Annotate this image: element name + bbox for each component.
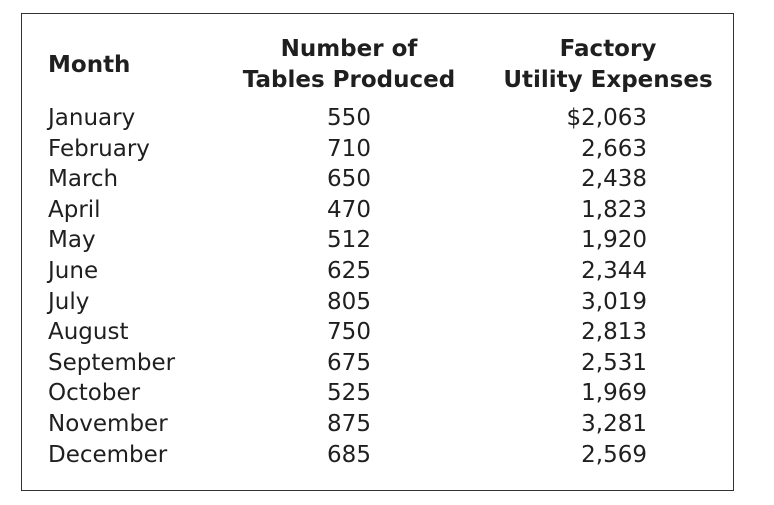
cell-utility-expenses: 2,344 (581, 257, 647, 284)
cell-tables-produced: 525 (327, 380, 371, 407)
column-header-utility-expenses: Factory Utility Expenses (500, 34, 716, 96)
cell-utility-expenses: 2,438 (581, 166, 647, 193)
header-utility-line-1: Factory (559, 36, 657, 62)
table-row: April 470 1,823 (22, 195, 733, 226)
cell-month: July (48, 288, 90, 315)
cell-utility-expenses: 3,281 (581, 410, 647, 437)
table-header: Month Number of Tables Produced Factory … (22, 34, 733, 114)
table-row: May 512 1,920 (22, 225, 733, 256)
table-row: August 750 2,813 (22, 317, 733, 348)
cell-month: April (48, 196, 101, 223)
table-row: September 675 2,531 (22, 348, 733, 379)
table-row: July 805 3,019 (22, 287, 733, 318)
cell-utility-expenses: 3,019 (581, 288, 647, 315)
cell-month: August (48, 319, 129, 346)
table-row: June 625 2,344 (22, 256, 733, 287)
cell-month: December (48, 441, 168, 468)
cell-month: May (48, 227, 96, 254)
cell-tables-produced: 625 (327, 257, 371, 284)
cell-tables-produced: 550 (327, 105, 371, 131)
cell-month: March (48, 166, 119, 193)
cell-utility-expenses: 2,531 (581, 349, 647, 376)
header-tables-line-1: Number of (280, 36, 418, 62)
cell-tables-produced: 650 (327, 166, 371, 193)
cell-utility-expenses: 1,920 (581, 227, 647, 254)
cell-month: September (48, 349, 176, 376)
cell-utility-expenses: 2,813 (581, 319, 647, 346)
table-row: December 685 2,569 (22, 440, 733, 471)
cell-month: February (48, 135, 150, 162)
header-utility-line-2: Utility Expenses (503, 67, 713, 93)
column-header-month: Month (48, 50, 130, 81)
header-month-line: Month (48, 52, 131, 78)
cell-month: June (48, 257, 99, 284)
cell-utility-expenses: $2,063 (566, 105, 647, 131)
cell-utility-expenses: 2,569 (581, 441, 647, 468)
cell-utility-expenses: 1,823 (581, 196, 647, 223)
table-row: October 525 1,969 (22, 378, 733, 409)
cell-month: October (48, 380, 141, 407)
table-row: January 550 $2,063 (22, 103, 733, 134)
cell-month: November (48, 410, 168, 437)
cell-month: January (48, 105, 136, 131)
data-table: Month Number of Tables Produced Factory … (21, 13, 734, 491)
cell-tables-produced: 710 (327, 135, 371, 162)
cell-tables-produced: 685 (327, 441, 371, 468)
cell-utility-expenses: 2,663 (581, 135, 647, 162)
cell-tables-produced: 750 (327, 319, 371, 346)
cell-tables-produced: 875 (327, 410, 371, 437)
table-row: November 875 3,281 (22, 409, 733, 440)
cell-tables-produced: 470 (327, 196, 371, 223)
cell-utility-expenses: 1,969 (581, 380, 647, 407)
cell-tables-produced: 805 (327, 288, 371, 315)
cell-tables-produced: 675 (327, 349, 371, 376)
table-body: January 550 $2,063 February 710 2,663 Ma… (22, 103, 733, 470)
table-row: February 710 2,663 (22, 134, 733, 165)
header-tables-line-2: Tables Produced (242, 67, 456, 93)
cell-tables-produced: 512 (327, 227, 371, 254)
column-header-tables-produced: Number of Tables Produced (229, 34, 469, 96)
table-row: March 650 2,438 (22, 164, 733, 195)
